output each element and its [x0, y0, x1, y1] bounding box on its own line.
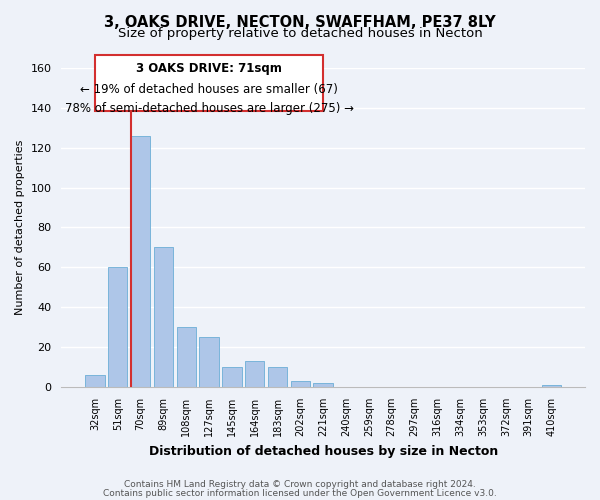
- Bar: [313, 383, 333, 387]
- Bar: [222, 367, 242, 387]
- Bar: [542, 385, 561, 387]
- Text: Contains public sector information licensed under the Open Government Licence v3: Contains public sector information licen…: [103, 489, 497, 498]
- Bar: [154, 248, 173, 387]
- Text: ← 19% of detached houses are smaller (67): ← 19% of detached houses are smaller (67…: [80, 83, 338, 96]
- Bar: [85, 375, 104, 387]
- Text: 3 OAKS DRIVE: 71sqm: 3 OAKS DRIVE: 71sqm: [136, 62, 282, 75]
- Text: 78% of semi-detached houses are larger (275) →: 78% of semi-detached houses are larger (…: [65, 102, 354, 115]
- Bar: [176, 327, 196, 387]
- Bar: [199, 337, 219, 387]
- X-axis label: Distribution of detached houses by size in Necton: Distribution of detached houses by size …: [149, 444, 498, 458]
- Bar: [290, 381, 310, 387]
- Bar: [268, 367, 287, 387]
- FancyBboxPatch shape: [95, 55, 323, 111]
- Text: Size of property relative to detached houses in Necton: Size of property relative to detached ho…: [118, 28, 482, 40]
- Bar: [108, 268, 127, 387]
- Bar: [131, 136, 150, 387]
- Y-axis label: Number of detached properties: Number of detached properties: [15, 140, 25, 315]
- Bar: [245, 361, 265, 387]
- Text: Contains HM Land Registry data © Crown copyright and database right 2024.: Contains HM Land Registry data © Crown c…: [124, 480, 476, 489]
- Text: 3, OAKS DRIVE, NECTON, SWAFFHAM, PE37 8LY: 3, OAKS DRIVE, NECTON, SWAFFHAM, PE37 8L…: [104, 15, 496, 30]
